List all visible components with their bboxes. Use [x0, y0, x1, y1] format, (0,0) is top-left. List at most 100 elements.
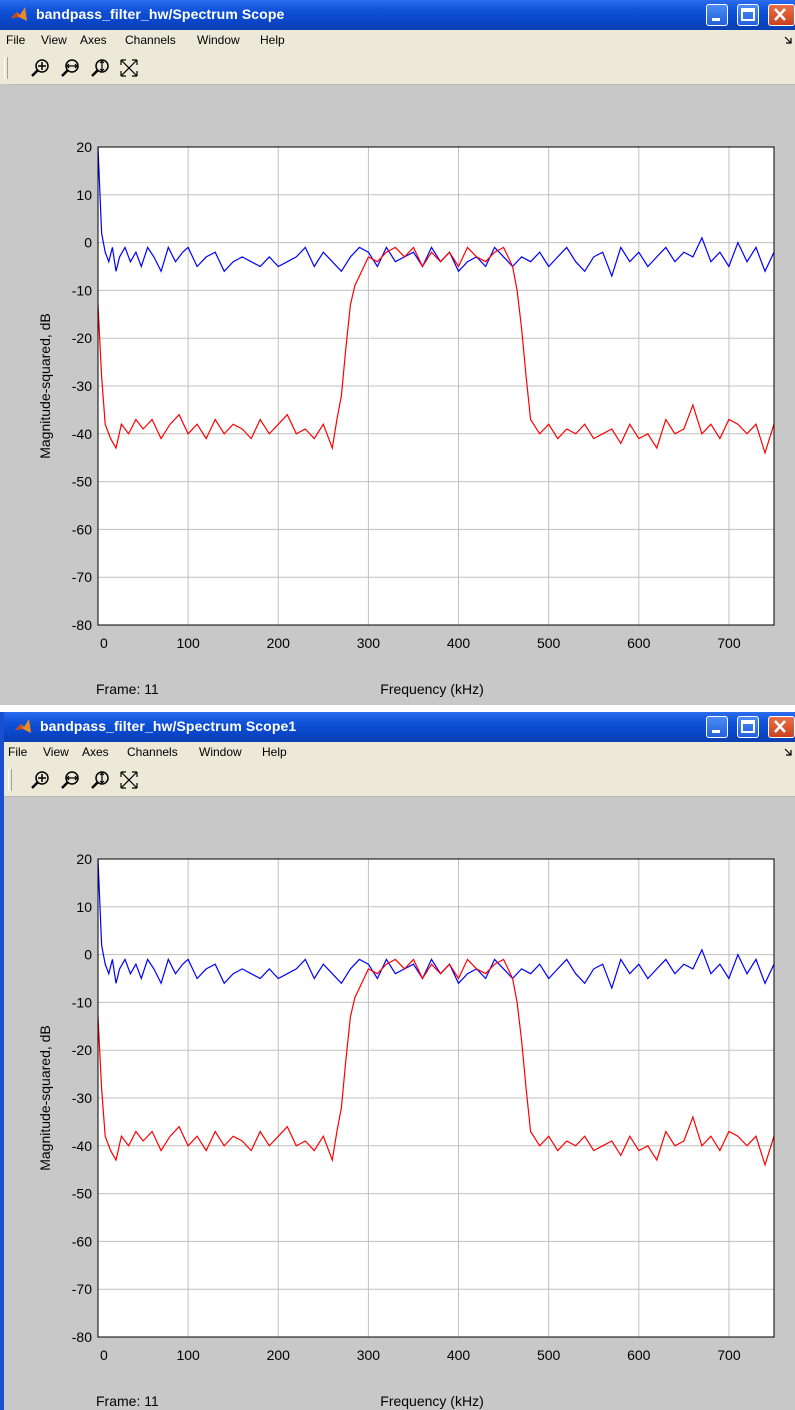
y-tick-label: -60: [72, 521, 92, 537]
toolbar: [0, 52, 795, 85]
menu-axes[interactable]: Axes: [80, 33, 107, 47]
zoom-y-icon[interactable]: [90, 769, 112, 791]
plot-frame: [97, 858, 775, 1338]
plot-frame: [97, 146, 775, 626]
window-title: bandpass_filter_hw/Spectrum Scope1: [40, 718, 297, 734]
red-series-line: [97, 246, 775, 455]
x-tick-label: 200: [267, 635, 291, 651]
x-tick-label: 600: [627, 1347, 651, 1363]
menu-overflow-arrow-icon[interactable]: [784, 747, 792, 757]
y-tick-label: 10: [76, 899, 92, 915]
x-tick-label: 700: [717, 1347, 741, 1363]
x-tick-label: 500: [537, 1347, 561, 1363]
tick-labels: 0 100 200 300 400 500 600 70020100-10-20-30-40-…: [72, 139, 741, 651]
close-icon: [774, 8, 786, 21]
menu-channels[interactable]: Channels: [125, 33, 176, 47]
x-tick-label: 700: [717, 635, 741, 651]
x-tick-label: 300: [357, 635, 381, 651]
autoscale-icon[interactable]: [118, 769, 140, 791]
y-tick-label: 10: [76, 187, 92, 203]
x-tick-label: 0: [100, 635, 108, 651]
menu-bar: File View Axes Channels Window Help: [4, 742, 795, 764]
y-tick-label: -30: [72, 1090, 92, 1106]
y-tick-label: -30: [72, 378, 92, 394]
frame-label: Frame: 11: [96, 1393, 159, 1409]
y-tick-label: 0: [84, 947, 92, 963]
x-tick-label: 0: [100, 1347, 108, 1363]
menu-file[interactable]: File: [8, 745, 28, 759]
spectrum-scope1-window: bandpass_filter_hw/Spectrum Scope1 File …: [0, 712, 795, 1410]
x-tick-label: 500: [537, 635, 561, 651]
minimize-button[interactable]: [706, 4, 728, 26]
grid-lines: [98, 147, 774, 625]
x-tick-label: 100: [176, 635, 200, 651]
menu-file[interactable]: File: [6, 33, 26, 47]
y-tick-label: -20: [72, 330, 92, 346]
maximize-icon: [741, 8, 755, 21]
red-series-line: [97, 958, 775, 1167]
autoscale-icon[interactable]: [118, 57, 140, 79]
zoom-in-icon[interactable]: [30, 57, 52, 79]
y-tick-label: -50: [72, 1186, 92, 1202]
matlab-app-icon: [11, 7, 27, 21]
menu-window[interactable]: Window: [197, 33, 240, 47]
y-tick-label: -80: [72, 617, 92, 633]
minimize-icon: [712, 730, 720, 733]
window-title: bandpass_filter_hw/Spectrum Scope: [36, 6, 285, 22]
y-tick-label: -40: [72, 1138, 92, 1154]
minimize-button[interactable]: [706, 716, 728, 738]
series-layer: [97, 858, 775, 1167]
x-tick-label: 400: [447, 635, 471, 651]
x-tick-label: 600: [627, 635, 651, 651]
zoom-y-icon[interactable]: [90, 57, 112, 79]
zoom-x-icon[interactable]: [60, 57, 82, 79]
menu-help[interactable]: Help: [260, 33, 285, 47]
menu-view[interactable]: View: [41, 33, 67, 47]
y-tick-label: 20: [76, 139, 92, 155]
matlab-app-icon: [15, 719, 31, 733]
y-tick-label: -70: [72, 569, 92, 585]
y-axis-label: Magnitude-squared, dB: [37, 1025, 53, 1171]
window-left-edge: [0, 84, 10, 696]
toolbar-grip: [4, 57, 8, 79]
x-tick-label: 400: [447, 1347, 471, 1363]
toolbar: [4, 764, 795, 797]
title-bar[interactable]: bandpass_filter_hw/Spectrum Scope: [0, 0, 795, 30]
menu-overflow-arrow-icon[interactable]: [784, 35, 792, 45]
menu-axes[interactable]: Axes: [82, 745, 109, 759]
y-axis-label: Magnitude-squared, dB: [37, 313, 53, 459]
y-tick-label: 0: [84, 235, 92, 251]
close-button[interactable]: [768, 716, 795, 738]
menu-view[interactable]: View: [43, 745, 69, 759]
frame-label: Frame: 11: [96, 681, 159, 697]
y-tick-label: -70: [72, 1281, 92, 1297]
spectrum-chart: 0 100 200 300 400 500 600 70020100-10-20-30-40-…: [37, 851, 775, 1409]
y-tick-label: -10: [72, 282, 92, 298]
maximize-icon: [741, 720, 755, 733]
menu-bar: File View Axes Channels Window Help: [0, 30, 795, 52]
menu-window[interactable]: Window: [199, 745, 242, 759]
menu-channels[interactable]: Channels: [127, 745, 178, 759]
x-tick-label: 200: [267, 1347, 291, 1363]
maximize-button[interactable]: [737, 716, 759, 738]
x-tick-label: 300: [357, 1347, 381, 1363]
zoom-in-icon[interactable]: [30, 769, 52, 791]
y-tick-label: 20: [76, 851, 92, 867]
close-icon: [774, 720, 786, 733]
title-bar[interactable]: bandpass_filter_hw/Spectrum Scope1: [4, 712, 795, 742]
spectrum-scope-window: bandpass_filter_hw/Spectrum Scope File V…: [0, 0, 795, 705]
series-layer: [97, 146, 775, 455]
minimize-icon: [712, 18, 720, 21]
y-tick-label: -60: [72, 1233, 92, 1249]
y-tick-label: -80: [72, 1329, 92, 1345]
zoom-x-icon[interactable]: [60, 769, 82, 791]
y-tick-label: -20: [72, 1042, 92, 1058]
x-axis-label: Frequency (kHz): [380, 1393, 483, 1409]
close-button[interactable]: [768, 4, 795, 26]
spectrum-chart: 0 100 200 300 400 500 600 70020100-10-20-30-40-…: [37, 139, 775, 697]
y-tick-label: -10: [72, 994, 92, 1010]
x-tick-label: 100: [176, 1347, 200, 1363]
toolbar-grip: [8, 769, 12, 791]
maximize-button[interactable]: [737, 4, 759, 26]
menu-help[interactable]: Help: [262, 745, 287, 759]
